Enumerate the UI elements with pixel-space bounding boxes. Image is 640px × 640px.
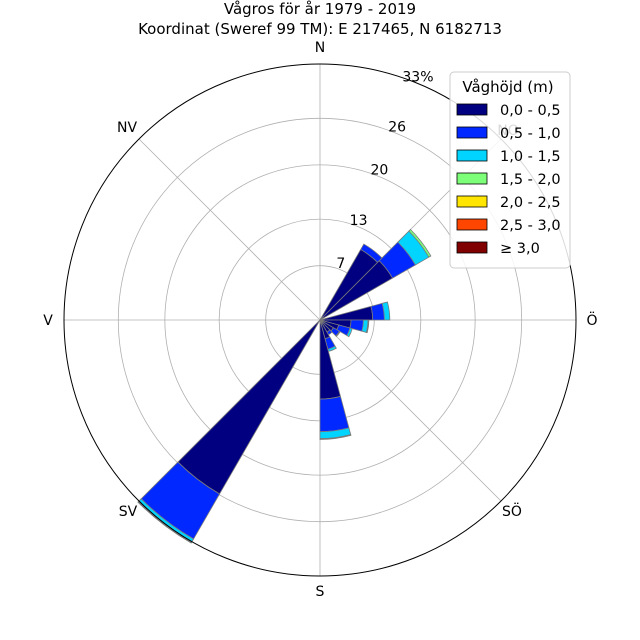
bar-segment [370,302,385,321]
legend-swatch [456,172,488,185]
polar-frame [63,63,577,577]
direction-label-sw: SV [119,504,138,520]
direction-label-nw: NV [117,120,137,136]
direction-label-se: SÖ [502,502,522,520]
bar-segment [365,319,370,334]
legend-label: 0,0 - 0,5 [500,103,561,119]
legend-label: ≥ 3,0 [500,241,540,257]
grid-spoke [319,319,502,502]
rose-bars [137,228,432,544]
bar-segment [335,330,341,338]
radial-tick-label: 33% [402,69,433,85]
legend-swatch [456,241,488,254]
grid-spoke [138,138,321,321]
direction-label-w: V [43,313,53,329]
legend-swatch [456,103,488,116]
direction-label-s: S [316,584,325,600]
direction-label-e: Ö [586,311,597,329]
radial-tick-label: 26 [388,120,406,136]
legend-frame [449,71,571,269]
chart-title: Vågros för år 1979 - 2019 [224,0,416,18]
legend-swatch [456,126,488,139]
legend-swatch [456,149,488,162]
legend: Våghöjd (m) 0,0 - 0,5 0,5 - 1,0 1,0 - 1,5 1… [449,71,571,269]
legend-label: 1,5 - 2,0 [500,172,561,188]
bar-segment [346,327,353,338]
legend-items: 0,0 - 0,5 0,5 - 1,0 1,0 - 1,5 1,5 - 2,0 2,0 … [456,103,561,257]
legend-label: 0,5 - 1,0 [500,126,561,142]
legend-label: 2,5 - 3,0 [500,218,561,234]
legend-label: 2,0 - 2,5 [500,195,561,211]
legend-swatch [456,218,488,231]
legend-swatch [456,195,488,208]
direction-label-n: N [315,40,325,56]
bar-segment [408,228,432,258]
radial-tick-label: 20 [370,163,388,179]
radial-tick-label: 13 [350,213,368,229]
legend-label: 1,0 - 1,5 [500,149,561,165]
bar-segment [177,319,321,495]
bar-segment [319,434,352,440]
radial-tick-label: 7 [336,256,345,272]
legend-title: Våghöjd (m) [462,78,553,96]
bar-segment [319,395,350,433]
chart-subtitle: Koordinat (Sweref 99 TM): E 217465, N 61… [138,20,502,38]
bar-segment [381,301,391,321]
bar-segment [137,501,193,544]
radial-tick-labels: 7 13 20 26 33% [336,69,433,271]
